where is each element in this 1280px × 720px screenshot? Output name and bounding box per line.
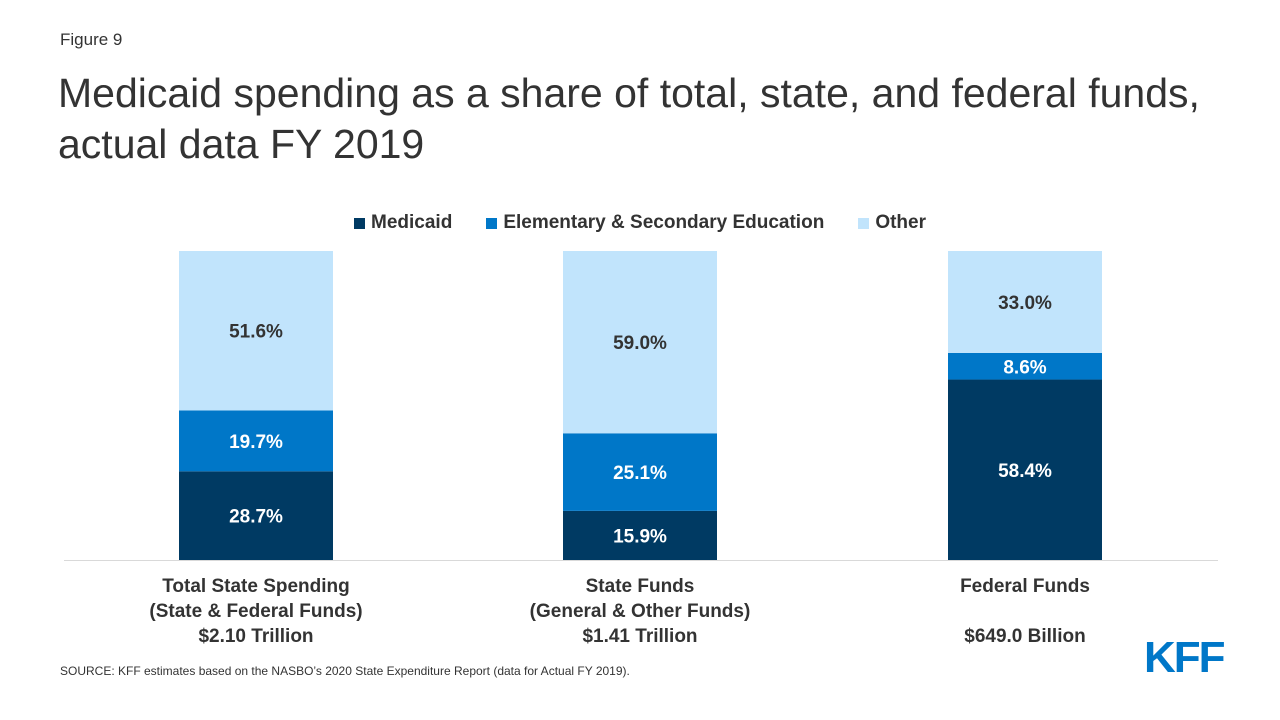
data-label-medicaid-3: 58.4% — [998, 461, 1052, 482]
legend-label-medicaid: Medicaid — [371, 212, 453, 233]
category-label-2-line-3: $1.41 Trillion — [582, 626, 697, 647]
legend-item-other: Other — [858, 211, 926, 235]
data-label-elementary-secondary-education-3: 8.6% — [1003, 357, 1046, 378]
category-label-1-line-3: $2.10 Trillion — [198, 626, 313, 647]
data-label-elementary-secondary-education-1: 19.7% — [229, 432, 283, 453]
bar-elementary-secondary-education-1 — [179, 410, 333, 472]
data-label-elementary-secondary-education-2: 25.1% — [613, 463, 667, 484]
bar-medicaid-3 — [948, 379, 1102, 560]
chart-title: Medicaid spending as a share of total, s… — [58, 70, 1200, 167]
legend-swatch-education — [486, 217, 498, 229]
data-label-medicaid-1: 28.7% — [229, 507, 283, 528]
data-label-other-3: 33.0% — [998, 293, 1052, 314]
data-label-medicaid-2: 15.9% — [613, 526, 667, 547]
legend-label-education: Elementary & Secondary Education — [503, 212, 825, 233]
kff-logo: KFF — [1144, 633, 1226, 682]
bar-elementary-secondary-education-3 — [948, 352, 1102, 380]
bar-medicaid-2 — [563, 510, 717, 560]
data-label-other-2: 59.0% — [613, 333, 667, 354]
category-label-3-line-1: Federal Funds — [960, 576, 1090, 597]
legend-swatch-other — [858, 217, 870, 229]
bar-other-2 — [563, 251, 717, 434]
bar-elementary-secondary-education-2 — [563, 433, 717, 511]
category-label-3-line-3: $649.0 Billion — [964, 626, 1085, 647]
bar-medicaid-1 — [179, 471, 333, 560]
data-label-other-1: 51.6% — [229, 322, 283, 343]
category-label-2-line-1: State Funds — [586, 576, 695, 597]
legend-item-medicaid: Medicaid — [354, 211, 452, 235]
figure-label: Figure 9 — [60, 30, 123, 49]
legend-swatch-medicaid — [354, 217, 365, 229]
category-label-2-line-2: (General & Other Funds) — [530, 601, 751, 622]
chart-legend: Medicaid Elementary & Secondary Educatio… — [0, 211, 1280, 235]
bar-other-1 — [179, 251, 333, 411]
category-label-1-line-1: Total State Spending — [162, 576, 350, 597]
bar-other-3 — [948, 251, 1102, 353]
legend-label-other: Other — [875, 212, 926, 233]
legend-item-education: Elementary & Secondary Education — [486, 211, 824, 235]
category-label-1-line-2: (State & Federal Funds) — [149, 601, 362, 622]
source-note: SOURCE: KFF estimates based on the NASBO… — [60, 664, 630, 678]
